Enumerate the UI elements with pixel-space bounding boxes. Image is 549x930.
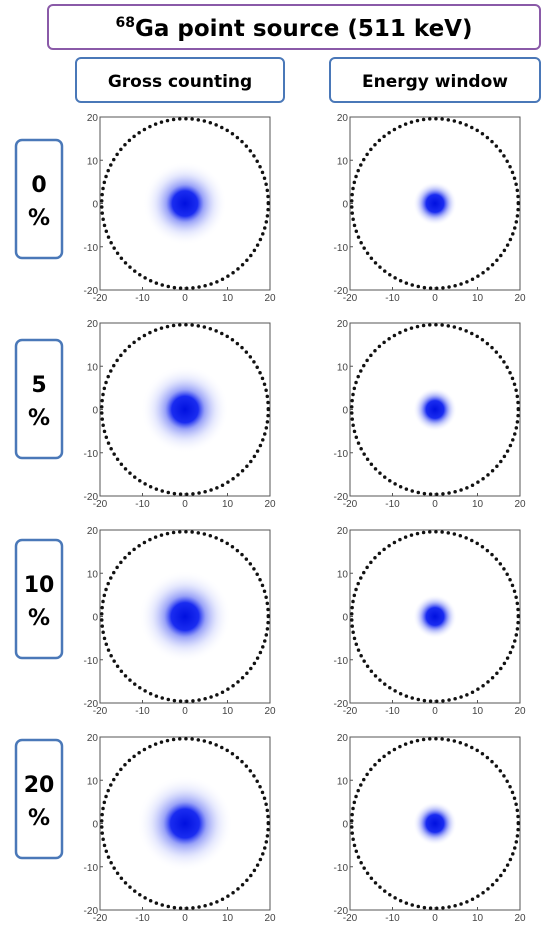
y-tick-label: 20 (87, 319, 99, 330)
y-tick-label: -20 (334, 699, 349, 710)
x-tick-label: 20 (514, 499, 526, 510)
y-tick-label: 0 (342, 613, 348, 624)
intensity-blob (137, 776, 233, 872)
x-tick-label: 20 (264, 706, 276, 717)
x-tick-label: 0 (182, 913, 188, 924)
y-tick-label: 20 (337, 113, 349, 124)
y-tick-label: -20 (334, 286, 349, 297)
y-tick-label: -10 (334, 449, 349, 460)
figure: 68Ga point source (511 keV) Gross counti… (0, 0, 549, 930)
x-tick-label: 10 (222, 499, 234, 510)
row-label-box (16, 340, 62, 458)
x-tick-label: 20 (514, 293, 526, 304)
intensity-blob (413, 182, 457, 226)
row-label-number: 10 (24, 573, 55, 598)
title: 68Ga point source (511 keV) (116, 15, 473, 42)
intensity-blob (413, 388, 457, 432)
x-tick-label: -10 (385, 706, 400, 717)
y-tick-label: -20 (84, 492, 99, 503)
x-tick-label: 10 (472, 499, 484, 510)
y-tick-label: 20 (87, 526, 99, 537)
row-label-box (16, 740, 62, 858)
x-tick-label: 10 (222, 293, 234, 304)
y-tick-label: -10 (84, 863, 99, 874)
x-tick-label: -10 (385, 499, 400, 510)
y-tick-label: 0 (342, 820, 348, 831)
y-tick-label: -10 (334, 863, 349, 874)
y-tick-label: 0 (342, 200, 348, 211)
y-tick-label: -10 (334, 243, 349, 254)
intensity-blob (413, 595, 457, 639)
row-label-unit: % (28, 406, 50, 431)
x-tick-label: 10 (472, 913, 484, 924)
x-tick-label: 0 (432, 293, 438, 304)
y-tick-label: 0 (92, 200, 98, 211)
y-tick-label: 20 (87, 113, 99, 124)
y-tick-label: -10 (84, 449, 99, 460)
y-tick-label: 10 (337, 156, 349, 167)
x-tick-label: 10 (472, 293, 484, 304)
row-label-unit: % (28, 606, 50, 631)
intensity-blob (143, 162, 227, 246)
y-tick-label: 10 (337, 569, 349, 580)
x-tick-label: 20 (514, 706, 526, 717)
intensity-blob (141, 366, 229, 454)
x-tick-label: 10 (472, 706, 484, 717)
y-tick-label: 10 (337, 362, 349, 373)
y-tick-label: 0 (92, 613, 98, 624)
x-tick-label: 0 (182, 293, 188, 304)
x-tick-label: -10 (135, 706, 150, 717)
x-tick-label: 0 (432, 706, 438, 717)
y-tick-label: -20 (334, 906, 349, 917)
y-tick-label: -10 (84, 656, 99, 667)
x-tick-label: 20 (264, 913, 276, 924)
y-tick-label: 10 (87, 156, 99, 167)
y-tick-label: 20 (337, 733, 349, 744)
row-label-box (16, 140, 62, 258)
y-tick-label: 10 (87, 569, 99, 580)
x-tick-label: 0 (182, 706, 188, 717)
y-tick-label: -20 (84, 699, 99, 710)
y-tick-label: 0 (92, 406, 98, 417)
y-tick-label: -10 (84, 243, 99, 254)
row-label-number: 0 (31, 173, 46, 198)
column-header: Gross counting (108, 72, 252, 92)
y-tick-label: 10 (87, 362, 99, 373)
x-tick-label: -10 (135, 913, 150, 924)
y-tick-label: 10 (337, 776, 349, 787)
column-header: Energy window (362, 72, 508, 92)
y-tick-label: 0 (342, 406, 348, 417)
y-tick-label: 0 (92, 820, 98, 831)
y-tick-label: -20 (334, 492, 349, 503)
x-tick-label: 10 (222, 913, 234, 924)
y-tick-label: 10 (87, 776, 99, 787)
x-tick-label: 10 (222, 706, 234, 717)
x-tick-label: -10 (385, 913, 400, 924)
y-tick-label: -10 (334, 656, 349, 667)
intensity-blob (139, 571, 231, 663)
intensity-blob (413, 802, 457, 846)
x-tick-label: -10 (135, 293, 150, 304)
y-tick-label: -20 (84, 286, 99, 297)
x-tick-label: 20 (264, 499, 276, 510)
y-tick-label: 20 (337, 526, 349, 537)
row-label-unit: % (28, 206, 50, 231)
row-label-number: 5 (31, 373, 46, 398)
y-tick-label: 20 (337, 319, 349, 330)
y-tick-label: 20 (87, 733, 99, 744)
x-tick-label: 20 (264, 293, 276, 304)
y-tick-label: -20 (84, 906, 99, 917)
x-tick-label: -10 (385, 293, 400, 304)
x-tick-label: 0 (432, 499, 438, 510)
row-label-box (16, 540, 62, 658)
row-label-unit: % (28, 806, 50, 831)
x-tick-label: -10 (135, 499, 150, 510)
x-tick-label: 20 (514, 913, 526, 924)
row-label-number: 20 (24, 773, 55, 798)
x-tick-label: 0 (432, 913, 438, 924)
x-tick-label: 0 (182, 499, 188, 510)
isotope-mass: 68 (116, 15, 135, 31)
title-text: Ga point source (511 keV) (135, 16, 473, 42)
